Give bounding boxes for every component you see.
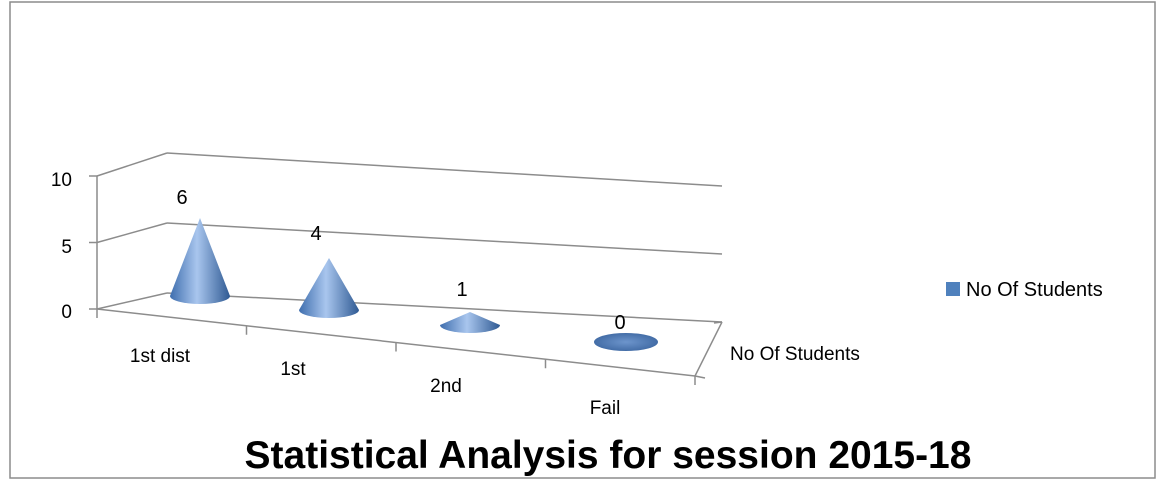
category-label: 2nd <box>430 376 462 397</box>
data-label: 6 <box>176 187 187 209</box>
category-label: Fail <box>590 398 621 419</box>
legend-entry: No Of Students <box>966 279 1103 301</box>
gridline-side <box>96 292 168 310</box>
axes <box>89 175 723 385</box>
gridlines <box>96 152 723 323</box>
cone-body <box>299 258 359 318</box>
chart-title: Statistical Analysis for session 2015-18 <box>245 434 972 477</box>
legend-swatch <box>946 282 960 296</box>
chart-border <box>9 1 1156 479</box>
category-label: 1st <box>280 359 306 380</box>
data-label: 0 <box>614 312 625 334</box>
depth-tick-mark <box>694 375 706 379</box>
cones <box>170 218 658 351</box>
gridline-back <box>166 222 723 255</box>
gridline-back <box>166 152 723 187</box>
cone <box>299 258 359 318</box>
cone <box>440 312 500 333</box>
y-tick-label: 10 <box>51 170 72 191</box>
depth-axis-line <box>694 321 723 377</box>
y-tick-label: 5 <box>61 237 72 258</box>
gridline-side <box>96 222 168 244</box>
gridline-side <box>96 152 168 177</box>
data-label: 4 <box>310 223 321 245</box>
y-tick-label: 0 <box>61 302 72 323</box>
category-label: 1st dist <box>130 346 191 367</box>
depth-axis-label: No Of Students <box>730 344 860 365</box>
data-label: 1 <box>456 279 467 301</box>
cone-base <box>594 333 658 351</box>
cone-body <box>440 312 500 333</box>
cone <box>594 333 658 351</box>
depth-tick-mark <box>713 321 723 324</box>
gridline-back <box>166 292 723 323</box>
cone-body <box>170 218 230 304</box>
cone <box>170 218 230 304</box>
